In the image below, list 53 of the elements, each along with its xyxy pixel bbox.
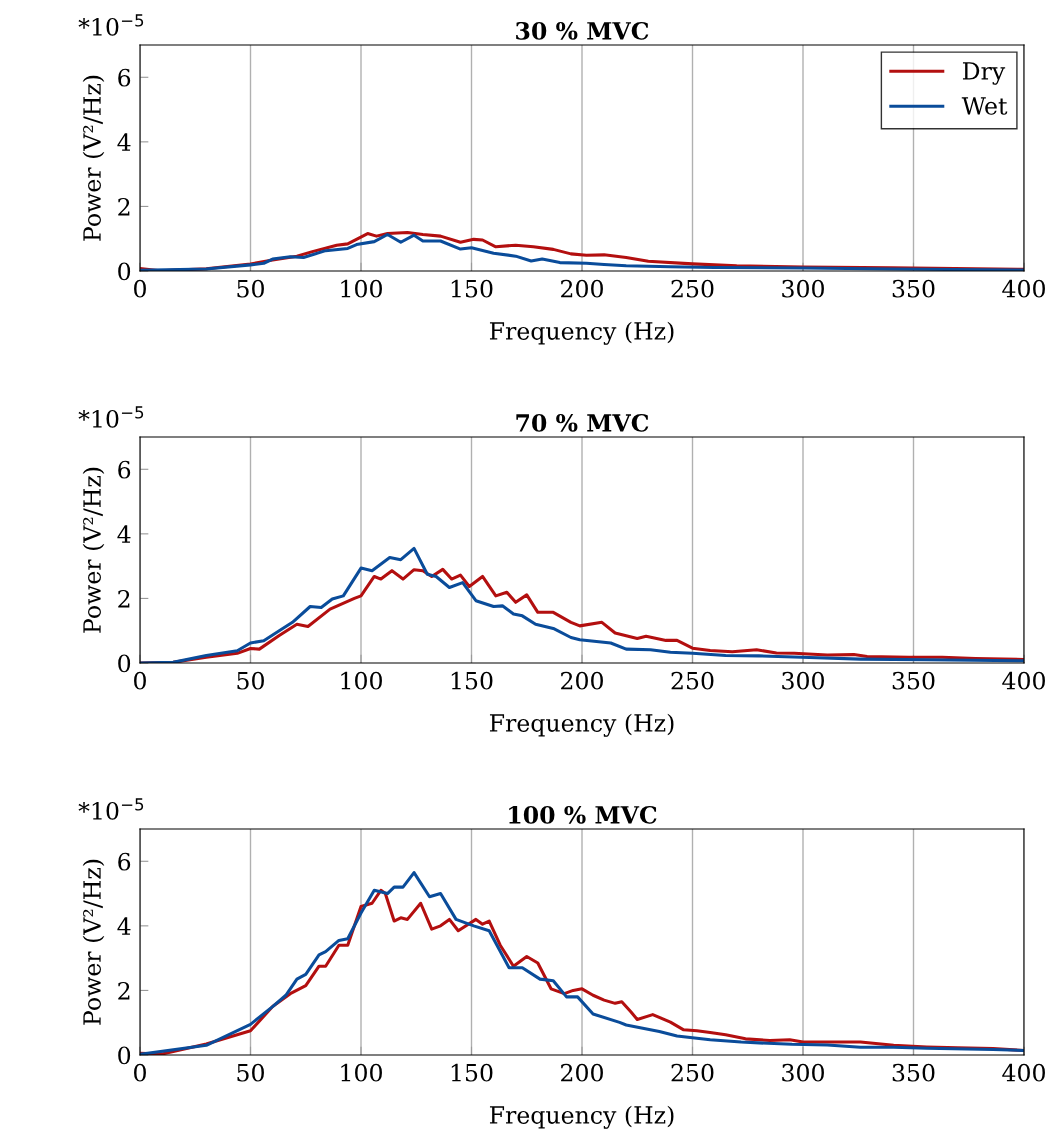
- y-tick-label: 0: [118, 654, 131, 673]
- y-tick-label: 0: [118, 1046, 131, 1065]
- x-tick-label: 150: [451, 671, 493, 690]
- x-tick-label: 0: [134, 1063, 146, 1082]
- x-axis-title: Frequency (Hz): [489, 321, 674, 345]
- x-tick-label: 400: [1002, 1063, 1045, 1082]
- chart-title: 30 % MVC: [516, 21, 649, 40]
- y-tick-label: 0: [118, 262, 131, 281]
- y-axis-title: Power (V²/Hz): [82, 859, 105, 1025]
- x-tick-label: 350: [892, 1063, 935, 1082]
- x-axis-title: Frequency (Hz): [489, 1105, 674, 1129]
- x-tick-label: 300: [782, 1063, 824, 1082]
- chart-title: 100 % MVC: [509, 805, 657, 824]
- x-tick-label: 0: [134, 279, 146, 298]
- y-tick-label: 2: [118, 589, 130, 608]
- text: *10$^{−5}$: [78, 798, 144, 820]
- x-tick-label: 200: [561, 671, 603, 690]
- y-tick-label: 6: [118, 852, 131, 871]
- y-tick-label: 4: [117, 917, 131, 935]
- x-tick-label: 300: [782, 279, 824, 298]
- legend-label: Dry: [962, 62, 1006, 85]
- x-tick-label: 100: [341, 1063, 382, 1082]
- x-tick-label: 100: [341, 671, 382, 690]
- x-tick-label: 50: [237, 671, 264, 690]
- y-tick-label: 6: [118, 460, 131, 479]
- x-tick-label: 200: [561, 279, 603, 298]
- y-axis-title: Power (V²/Hz): [82, 75, 105, 241]
- text: *10$^{−5}$: [78, 406, 144, 428]
- x-tick-label: 400: [1002, 279, 1045, 298]
- x-tick-label: 250: [671, 671, 714, 690]
- x-tick-label: 350: [892, 279, 935, 298]
- x-tick-label: 300: [782, 671, 824, 690]
- x-tick-label: 0: [134, 671, 146, 690]
- x-tick-label: 400: [1002, 671, 1045, 690]
- x-tick-label: 150: [451, 1063, 493, 1082]
- y-axis-title: Power (V²/Hz): [82, 467, 105, 633]
- x-tick-label: 50: [237, 1063, 264, 1082]
- y-tick-label: 4: [117, 133, 131, 151]
- x-tick-label: 150: [451, 279, 493, 298]
- x-tick-label: 350: [892, 671, 935, 690]
- x-tick-label: 100: [341, 279, 382, 298]
- chart-title: 70 % MVC: [516, 413, 649, 432]
- x-tick-label: 250: [671, 279, 714, 298]
- y-tick-label: 6: [118, 68, 131, 87]
- legend-label: Wet: [961, 97, 1008, 115]
- x-tick-label: 250: [671, 1063, 714, 1082]
- y-tick-label: 2: [118, 197, 130, 216]
- text: *10$^{−5}$: [78, 14, 144, 36]
- y-tick-label: 4: [117, 525, 131, 543]
- y-tick-label: 2: [118, 981, 130, 1000]
- x-axis-title: Frequency (Hz): [489, 713, 674, 737]
- x-tick-label: 50: [237, 279, 264, 298]
- x-tick-label: 200: [561, 1063, 603, 1082]
